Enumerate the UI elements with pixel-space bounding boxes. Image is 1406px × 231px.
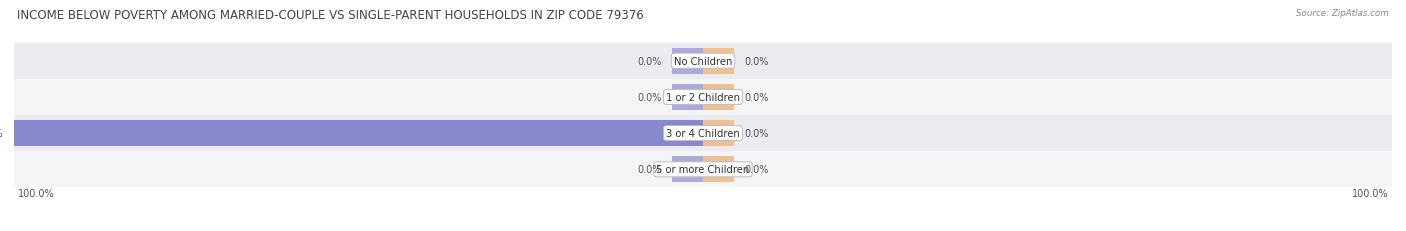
Text: 0.0%: 0.0% [637, 92, 662, 103]
Text: No Children: No Children [673, 56, 733, 66]
Text: 3 or 4 Children: 3 or 4 Children [666, 128, 740, 139]
Bar [672, 85, 703, 110]
Text: Source: ZipAtlas.com: Source: ZipAtlas.com [1296, 9, 1389, 18]
Text: INCOME BELOW POVERTY AMONG MARRIED-COUPLE VS SINGLE-PARENT HOUSEHOLDS IN ZIP COD: INCOME BELOW POVERTY AMONG MARRIED-COUPL… [17, 9, 644, 22]
Bar [703, 85, 734, 110]
Bar [703, 49, 734, 74]
Bar [672, 157, 703, 182]
Bar [14, 79, 1392, 116]
Text: 100.0%: 100.0% [0, 128, 4, 139]
Text: 0.0%: 0.0% [744, 56, 769, 66]
Text: 0.0%: 0.0% [744, 128, 769, 139]
Bar [703, 121, 734, 146]
Bar [14, 43, 1392, 79]
Text: 1 or 2 Children: 1 or 2 Children [666, 92, 740, 103]
Bar [672, 49, 703, 74]
Text: 5 or more Children: 5 or more Children [657, 165, 749, 175]
Text: 0.0%: 0.0% [637, 165, 662, 175]
Text: 0.0%: 0.0% [744, 165, 769, 175]
Text: 100.0%: 100.0% [1353, 188, 1389, 198]
Bar [14, 116, 1392, 152]
Bar [14, 121, 703, 146]
Text: 100.0%: 100.0% [17, 188, 53, 198]
Text: 0.0%: 0.0% [744, 92, 769, 103]
Bar [14, 152, 1392, 188]
Bar [703, 157, 734, 182]
Text: 0.0%: 0.0% [637, 56, 662, 66]
